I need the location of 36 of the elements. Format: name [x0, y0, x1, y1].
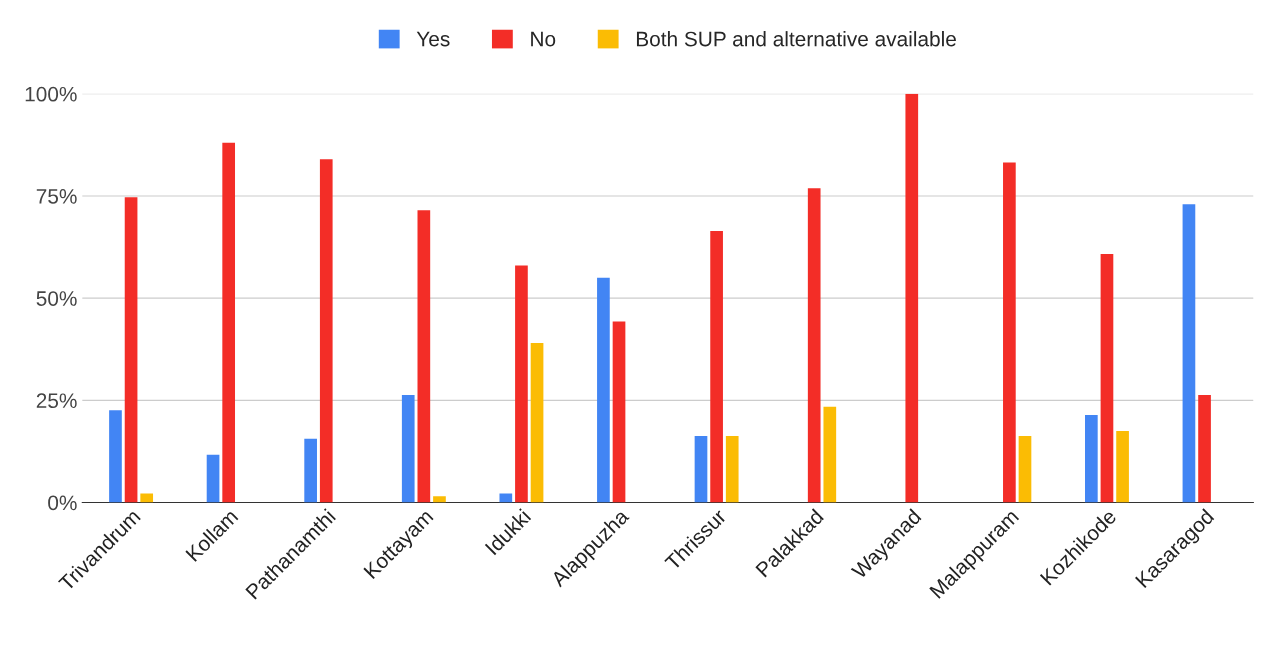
- y-tick-label: 0%: [48, 495, 77, 511]
- bar: [710, 231, 723, 503]
- bar: [515, 265, 528, 503]
- bar: [206, 454, 220, 503]
- y-tick-label: 50%: [36, 291, 77, 306]
- bar: [694, 435, 708, 503]
- bar: [1116, 430, 1129, 503]
- bar: [401, 395, 415, 503]
- y-tick-label: 25%: [36, 393, 77, 409]
- bar: [823, 406, 837, 503]
- bar: [417, 210, 431, 503]
- bar: [499, 493, 513, 503]
- bar: [1085, 415, 1098, 503]
- bar: [124, 197, 138, 503]
- legend-label: No: [531, 31, 556, 47]
- bar: [222, 142, 236, 503]
- bar: [304, 438, 317, 503]
- bar: [1100, 254, 1114, 503]
- bar: [1182, 204, 1196, 503]
- bar: [1018, 435, 1032, 503]
- bar: [905, 93, 919, 503]
- bar: [1198, 395, 1211, 503]
- bar: [109, 410, 122, 503]
- bar: [597, 277, 610, 503]
- bar: [725, 435, 739, 503]
- bar: [807, 188, 821, 503]
- bar: [530, 343, 544, 503]
- bar: [140, 493, 154, 503]
- bar: [433, 496, 446, 503]
- legend-label: Both SUP and alternative available: [636, 31, 956, 47]
- bar: [1003, 162, 1016, 503]
- bar: [319, 159, 333, 503]
- bar: [612, 321, 626, 503]
- y-tick-label: 100%: [25, 86, 77, 102]
- y-tick-label: 75%: [36, 189, 77, 204]
- legend-label: Yes: [416, 31, 450, 47]
